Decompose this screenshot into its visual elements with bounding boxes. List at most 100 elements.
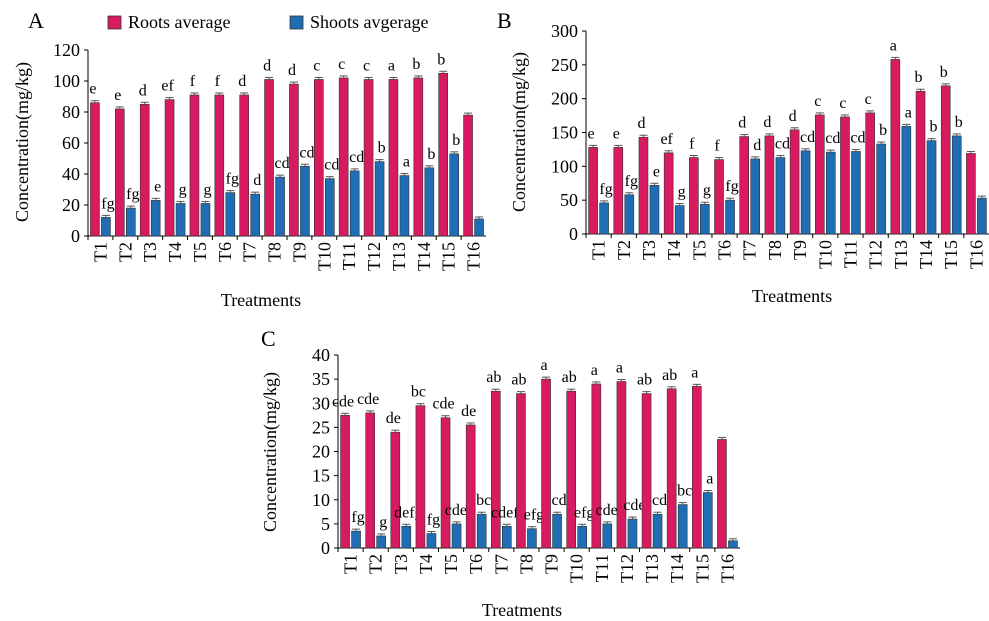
bar-shoots [101, 217, 111, 237]
x-tick-label: T12 [617, 554, 637, 583]
bar-roots [714, 159, 724, 235]
x-tick-label: T1 [90, 242, 110, 262]
x-tick-label: T4 [416, 554, 436, 574]
significance-label-roots: cde [357, 391, 379, 408]
x-tick-label: T5 [190, 242, 210, 262]
legend-swatch-roots [107, 15, 122, 30]
bar-roots [966, 153, 976, 235]
significance-label-roots: e [613, 125, 620, 142]
significance-label-shoots: g [678, 184, 686, 201]
x-axis-title: Treatments [482, 600, 562, 620]
x-tick-label: T13 [891, 240, 911, 269]
significance-label-roots: bc [411, 384, 426, 401]
bar-roots [940, 85, 951, 235]
y-tick-label: 15 [312, 466, 330, 486]
significance-label-roots: a [616, 360, 623, 377]
y-axis-title: Concentration(mg/kg) [509, 52, 530, 212]
significance-label-shoots: fg [599, 181, 612, 198]
bar-shoots [325, 178, 335, 237]
bar-shoots [725, 199, 735, 235]
x-tick-label: T8 [765, 240, 785, 260]
significance-label-shoots: cd [324, 157, 339, 174]
y-tick-label: 5 [321, 514, 330, 534]
x-tick-label: T16 [717, 554, 737, 583]
bar-roots [666, 388, 677, 549]
y-tick-label: 0 [71, 226, 80, 246]
significance-label-shoots: cd [800, 129, 815, 146]
x-tick-label: T14 [667, 554, 687, 583]
significance-label-roots: a [591, 362, 598, 379]
bar-roots [591, 383, 602, 549]
significance-label-roots: c [839, 95, 846, 112]
bar-shoots [652, 513, 663, 549]
significance-label-shoots: bc [476, 492, 491, 509]
significance-label-roots: a [541, 357, 548, 374]
significance-label-roots: de [386, 410, 401, 427]
significance-label-roots: a [691, 364, 698, 381]
significance-label-roots: ab [662, 367, 677, 384]
y-tick-label: 50 [560, 190, 578, 210]
significance-label-shoots: efg [574, 504, 594, 521]
x-tick-label: T12 [364, 242, 384, 271]
bar-roots [239, 94, 249, 237]
x-tick-label: T2 [366, 554, 386, 574]
significance-label-shoots: efg [524, 507, 544, 524]
significance-label-shoots: d [253, 172, 261, 189]
bar-shoots [476, 513, 487, 549]
bar-roots [566, 390, 576, 549]
bar-roots [314, 79, 324, 237]
x-tick-label: T14 [916, 240, 936, 269]
bar-shoots [677, 504, 688, 549]
x-tick-label: T8 [516, 554, 536, 574]
bar-shoots [426, 533, 437, 549]
significance-label-shoots: bc [677, 483, 692, 500]
significance-label-roots: ab [511, 372, 526, 389]
y-tick-label: 0 [569, 224, 578, 244]
bar-roots [415, 405, 426, 549]
x-tick-label: T9 [790, 240, 810, 260]
y-tick-label: 40 [312, 345, 330, 365]
significance-label-roots: c [814, 93, 821, 110]
bar-shoots [876, 143, 886, 235]
bar-shoots [577, 525, 587, 549]
x-tick-label: T14 [414, 242, 434, 271]
x-tick-label: T3 [639, 240, 659, 260]
x-tick-label: T4 [664, 240, 684, 260]
x-tick-label: T6 [466, 554, 486, 574]
bar-shoots [275, 176, 285, 237]
bar-roots [189, 94, 200, 237]
significance-label-shoots: cde [623, 497, 645, 514]
significance-label-shoots: cd [775, 136, 790, 153]
significance-label-shoots: cd [299, 144, 314, 161]
x-tick-label: T1 [341, 554, 361, 574]
bar-roots [641, 393, 652, 549]
y-tick-label: 150 [551, 123, 578, 143]
bar-roots [463, 114, 473, 237]
significance-label-roots: cde [432, 396, 454, 413]
significance-label-shoots: cd [652, 492, 667, 509]
x-tick-label: T7 [491, 554, 511, 574]
chart-panel-c: C Concentration(mg/kg) Treatments 0 5 10 15… [260, 326, 740, 620]
significance-label-roots: e [114, 87, 121, 104]
bar-shoots [225, 192, 236, 237]
significance-label-roots: d [288, 62, 296, 79]
bar-shoots [901, 126, 912, 235]
bar-roots [214, 94, 225, 237]
x-tick-label: T9 [289, 242, 309, 262]
y-tick-label: 40 [62, 164, 80, 184]
panel-label: B [497, 8, 512, 33]
significance-label-roots: f [689, 136, 695, 153]
bar-shoots [728, 540, 738, 549]
significance-label-shoots: b [427, 146, 435, 163]
x-tick-label: T8 [265, 242, 285, 262]
x-tick-label: T11 [592, 554, 612, 582]
significance-label-shoots: d [753, 137, 761, 154]
significance-label-shoots: fg [725, 178, 738, 195]
legend-label-roots: Roots average [128, 12, 230, 32]
x-tick-label: T15 [941, 240, 961, 269]
y-tick-label: 20 [62, 195, 80, 215]
significance-label-shoots: cd [275, 155, 290, 172]
significance-label-shoots: a [905, 104, 912, 121]
bar-shoots [527, 528, 537, 549]
